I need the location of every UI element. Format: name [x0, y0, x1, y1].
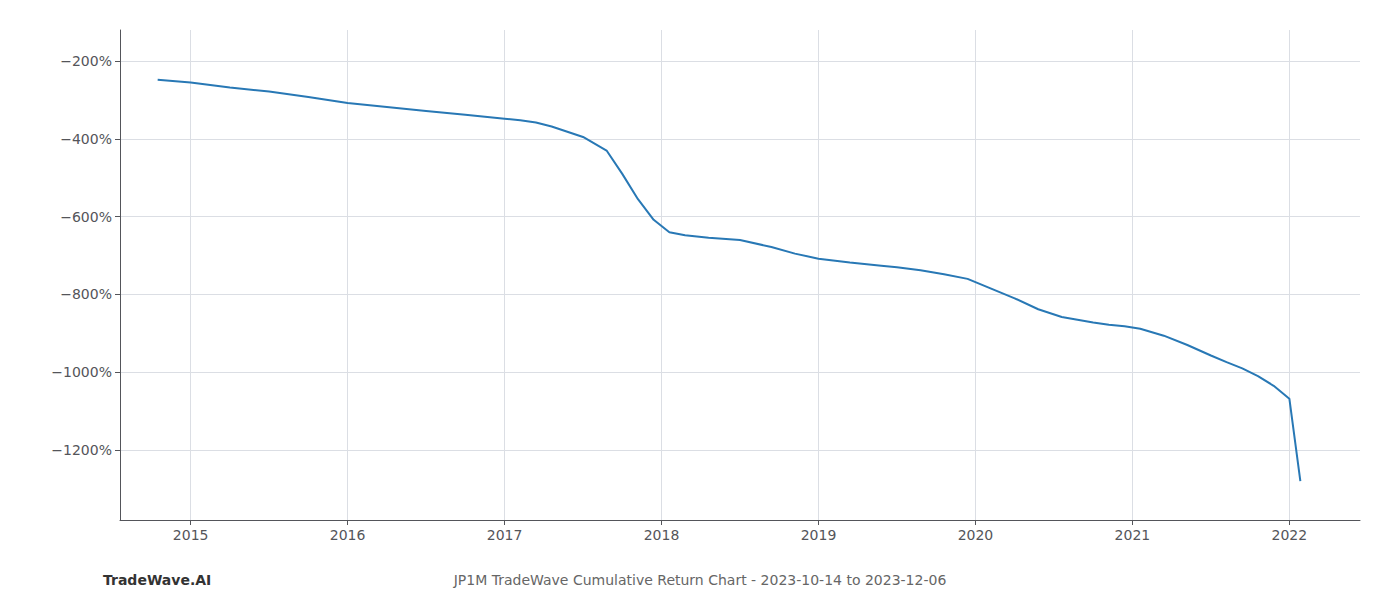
svg-text:−1000%: −1000% — [51, 364, 112, 380]
svg-text:2022: 2022 — [1272, 527, 1308, 543]
svg-text:2016: 2016 — [330, 527, 366, 543]
svg-text:TradeWave.AI: TradeWave.AI — [103, 572, 211, 588]
svg-text:−1200%: −1200% — [51, 442, 112, 458]
svg-text:−800%: −800% — [60, 286, 112, 302]
svg-text:−400%: −400% — [60, 131, 112, 147]
svg-text:−200%: −200% — [60, 53, 112, 69]
svg-text:2018: 2018 — [644, 527, 680, 543]
svg-text:2015: 2015 — [173, 527, 209, 543]
svg-text:JP1M TradeWave Cumulative Retu: JP1M TradeWave Cumulative Return Chart -… — [453, 572, 947, 588]
svg-text:2020: 2020 — [958, 527, 994, 543]
svg-text:2019: 2019 — [801, 527, 837, 543]
svg-text:−600%: −600% — [60, 209, 112, 225]
svg-text:2021: 2021 — [1115, 527, 1151, 543]
svg-text:2017: 2017 — [487, 527, 523, 543]
